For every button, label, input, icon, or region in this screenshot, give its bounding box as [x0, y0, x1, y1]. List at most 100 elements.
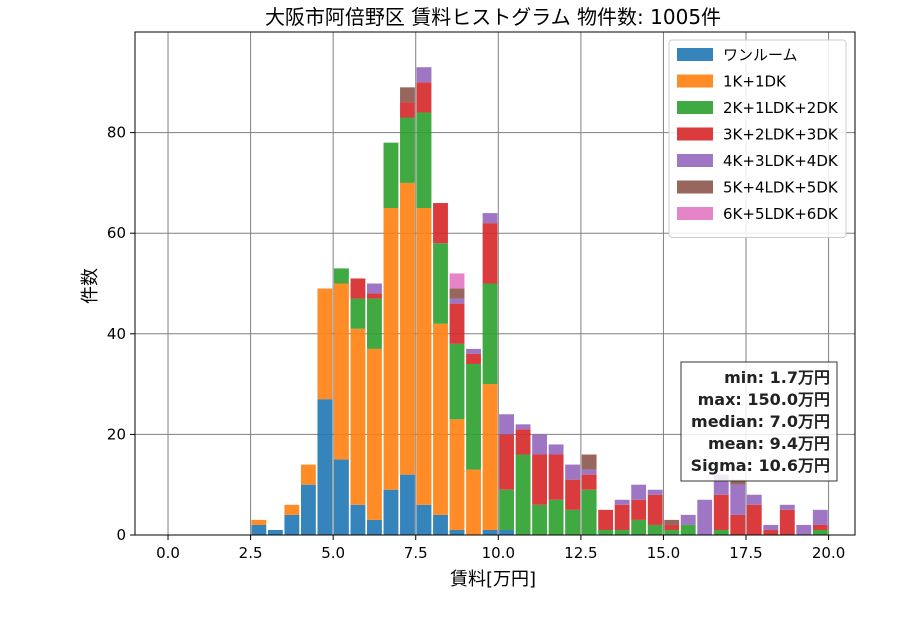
bar-segment — [416, 504, 432, 535]
bar-segment — [730, 479, 746, 485]
bar-segment — [367, 283, 382, 294]
bar-segment — [383, 208, 399, 490]
bar-segment — [466, 353, 481, 364]
bar-segment — [317, 288, 333, 400]
y-tick-label: 20 — [107, 425, 126, 443]
bar-segment — [499, 529, 514, 535]
x-tick-label: 2.5 — [239, 544, 263, 562]
x-tick-label: 15.0 — [647, 544, 680, 562]
bar-segment — [400, 117, 415, 183]
bar-segment — [383, 142, 399, 209]
bar-segment — [581, 474, 597, 490]
bar-segment — [317, 399, 333, 535]
bar-segment — [614, 529, 630, 535]
bar-segment — [416, 112, 432, 209]
bar-segment — [697, 499, 713, 535]
bar-segment — [713, 494, 729, 530]
bar-segment — [482, 213, 498, 224]
bar-segment — [565, 509, 581, 535]
bar-segment — [367, 348, 382, 520]
bar-segment — [433, 514, 448, 535]
legend-label: 4K+3LDK+4DK — [723, 152, 839, 170]
x-tick-label: 12.5 — [564, 544, 597, 562]
bar-segment — [449, 529, 465, 535]
y-tick-label: 80 — [107, 124, 126, 142]
legend-label: 2K+1LDK+2DK — [723, 99, 839, 117]
bar-segment — [746, 504, 762, 535]
legend-swatch — [677, 74, 713, 88]
bar-segment — [449, 298, 465, 304]
bar-segment — [267, 529, 283, 535]
stats-line: median: 7.0万円 — [691, 412, 830, 431]
bar-segment — [350, 328, 366, 505]
bar-segment — [433, 243, 448, 324]
bar-segment — [812, 524, 828, 530]
bar-segment — [449, 419, 465, 530]
bar-segment — [730, 484, 746, 515]
bar-segment — [400, 102, 415, 118]
stats-line: min: 1.7万円 — [724, 368, 830, 387]
y-axis-label: 件数 — [80, 268, 101, 304]
bar-segment — [284, 504, 300, 515]
bar-segment — [664, 524, 680, 530]
bar-segment — [449, 288, 465, 299]
bar-segment — [565, 464, 581, 480]
bar-segment — [449, 273, 465, 289]
bar-segment — [499, 489, 514, 530]
stats-line: max: 150.0万円 — [698, 390, 830, 409]
legend-swatch — [677, 180, 713, 194]
bar-segment — [499, 414, 514, 435]
stats-line: mean: 9.4万円 — [708, 434, 830, 453]
bar-segment — [449, 303, 465, 344]
bar-segment — [367, 298, 382, 349]
bar-segment — [664, 519, 680, 525]
chart-title: 大阪市阿倍野区 賃料ヒストグラム 物件数: 1005件 — [265, 5, 721, 29]
bar-segment — [383, 489, 399, 535]
bar-segment — [779, 504, 795, 510]
bar-segment — [515, 454, 531, 535]
legend-label: 1K+1DK — [723, 73, 787, 91]
bar-segment — [466, 348, 481, 354]
legend-swatch — [677, 127, 713, 141]
legend-label: 3K+2LDK+3DK — [723, 126, 839, 144]
bar-segment — [730, 514, 746, 535]
x-tick-label: 17.5 — [729, 544, 762, 562]
bar-segment — [763, 524, 779, 530]
bar-segment — [532, 504, 548, 535]
bar-segment — [482, 529, 498, 535]
legend-label: ワンルーム — [723, 46, 798, 64]
bar-segment — [631, 484, 647, 500]
bars-group — [251, 67, 828, 535]
bar-segment — [515, 424, 531, 430]
bar-segment — [680, 524, 696, 535]
bar-segment — [482, 384, 498, 530]
x-tick-label: 7.5 — [404, 544, 428, 562]
bar-segment — [631, 499, 647, 520]
bar-segment — [433, 323, 448, 515]
bar-segment — [350, 504, 366, 535]
x-tick-label: 0.0 — [156, 544, 180, 562]
bar-segment — [251, 519, 267, 525]
bar-segment — [400, 182, 415, 475]
bar-segment — [779, 509, 795, 535]
y-tick-label: 40 — [107, 325, 126, 343]
stats-frame — [680, 361, 838, 482]
bar-segment — [548, 444, 564, 455]
bar-segment — [416, 67, 432, 83]
bar-segment — [515, 429, 531, 455]
bar-segment — [565, 479, 581, 510]
bar-segment — [251, 524, 267, 535]
bar-segment — [581, 454, 597, 470]
bar-segment — [284, 514, 300, 535]
bar-segment — [400, 87, 415, 103]
bar-segment — [532, 434, 548, 455]
bar-segment — [350, 298, 366, 329]
legend-label: 6K+5LDK+6DK — [723, 205, 839, 223]
x-tick-label: 5.0 — [321, 544, 345, 562]
plot-frame — [134, 31, 856, 536]
bar-segment — [466, 469, 481, 535]
bar-segment — [796, 524, 812, 535]
bar-segment — [631, 519, 647, 535]
